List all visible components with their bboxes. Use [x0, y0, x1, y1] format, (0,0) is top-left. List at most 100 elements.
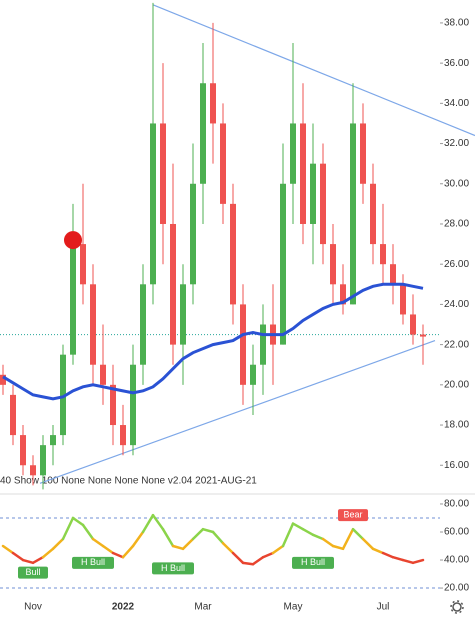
y-tick-label: 20.00	[444, 583, 469, 594]
candle-body	[170, 223, 176, 345]
candle-body	[80, 244, 86, 285]
settings-icon[interactable]	[450, 600, 464, 614]
candle-body	[130, 364, 136, 446]
indicator-segment	[61, 516, 75, 541]
trendline	[39, 340, 436, 484]
y-tick-label: 18.00	[444, 420, 469, 431]
candle-body	[180, 284, 186, 345]
candle-body	[70, 244, 76, 355]
label-text: H Bull	[301, 557, 325, 567]
y-tick-label: 30.00	[444, 178, 469, 189]
candle-body	[30, 465, 36, 476]
signal-marker	[64, 231, 82, 250]
indicator-segment	[381, 551, 395, 559]
indicator-segment	[71, 516, 85, 527]
trendline	[152, 4, 475, 137]
candle-body	[230, 203, 236, 305]
candle-body	[280, 183, 286, 345]
indicator-segment	[161, 527, 175, 548]
label-text: H Bull	[161, 563, 185, 573]
candle-body	[390, 264, 396, 285]
indicator-label: Bull	[18, 566, 48, 579]
candle-body	[150, 123, 156, 285]
label-text: Bear	[343, 510, 362, 520]
candle-body	[290, 123, 296, 184]
x-tick-label: Mar	[194, 602, 212, 613]
indicator-segment	[191, 527, 205, 541]
candle-body	[0, 374, 6, 385]
candle-body	[120, 425, 126, 446]
indicator-segment	[281, 522, 295, 548]
candle-body	[20, 435, 26, 466]
indicator-segment	[131, 530, 145, 548]
candle-body	[380, 244, 386, 265]
indicator-segment	[261, 551, 275, 559]
label-box	[72, 556, 114, 569]
candle-body	[320, 163, 326, 245]
indicator-segment	[291, 522, 305, 531]
candle-body	[400, 284, 406, 315]
indicator-title: 40 Show 100 None None None None v2.04 20…	[0, 476, 257, 487]
indicator-segment	[31, 555, 45, 565]
indicator-segment	[111, 551, 125, 559]
candle-body	[110, 384, 116, 426]
indicator-segment	[181, 537, 195, 551]
indicator-segment	[341, 527, 355, 551]
y-tick-label: 36.00	[444, 58, 469, 69]
indicator-segment	[301, 527, 315, 537]
y-tick-label: 34.00	[444, 98, 469, 109]
indicator-segment	[241, 561, 255, 566]
label-box	[152, 562, 194, 575]
label-text: Bull	[25, 567, 40, 577]
candle-body	[100, 364, 106, 385]
indicator-segment	[151, 513, 165, 531]
candle-body	[310, 163, 316, 224]
indicator-segment	[361, 537, 375, 551]
indicator-label: H Bull	[152, 562, 194, 575]
x-tick-label: May	[284, 602, 303, 613]
y-tick-label: 26.00	[444, 259, 469, 270]
indicator-segment	[351, 527, 365, 541]
y-tick-label: 28.00	[444, 219, 469, 230]
indicator-segment	[201, 527, 215, 534]
candle-body	[60, 354, 66, 436]
indicator-segment	[51, 537, 65, 551]
indicator-segment	[211, 530, 225, 545]
indicator-segment	[221, 541, 235, 555]
candle-body	[40, 445, 46, 476]
indicator-segment	[321, 537, 335, 548]
candle-body	[300, 123, 306, 224]
indicator-segment	[371, 547, 385, 555]
y-tick-label: 38.00	[444, 18, 469, 29]
y-tick-label: 22.00	[444, 339, 469, 350]
candle-body	[240, 304, 246, 385]
indicator-segment	[401, 558, 415, 565]
indicator-segment	[91, 537, 105, 548]
candle-body	[220, 123, 226, 204]
candle-body	[210, 83, 216, 124]
candle-body	[190, 183, 196, 285]
indicator-segment	[121, 544, 135, 559]
candle-body	[350, 123, 356, 305]
y-tick-label: 16.00	[444, 460, 469, 471]
indicator-segment	[171, 544, 185, 551]
x-tick-label: Nov	[24, 602, 42, 613]
label-box	[338, 509, 368, 522]
candle-body	[250, 364, 256, 385]
candle-body	[330, 244, 336, 285]
y-tick-label: 40.00	[444, 555, 469, 566]
candle-body	[260, 324, 266, 365]
y-tick-label: 80.00	[444, 499, 469, 510]
candle-body	[90, 284, 96, 365]
indicator-segment	[1, 544, 15, 555]
label-text: H Bull	[81, 557, 105, 567]
candle-body	[340, 284, 346, 305]
candle-body	[50, 435, 56, 446]
y-tick-label: 60.00	[444, 527, 469, 538]
indicator-segment	[21, 558, 35, 565]
label-box	[18, 566, 48, 579]
indicator-segment	[81, 523, 95, 541]
candle-body	[420, 334, 426, 337]
